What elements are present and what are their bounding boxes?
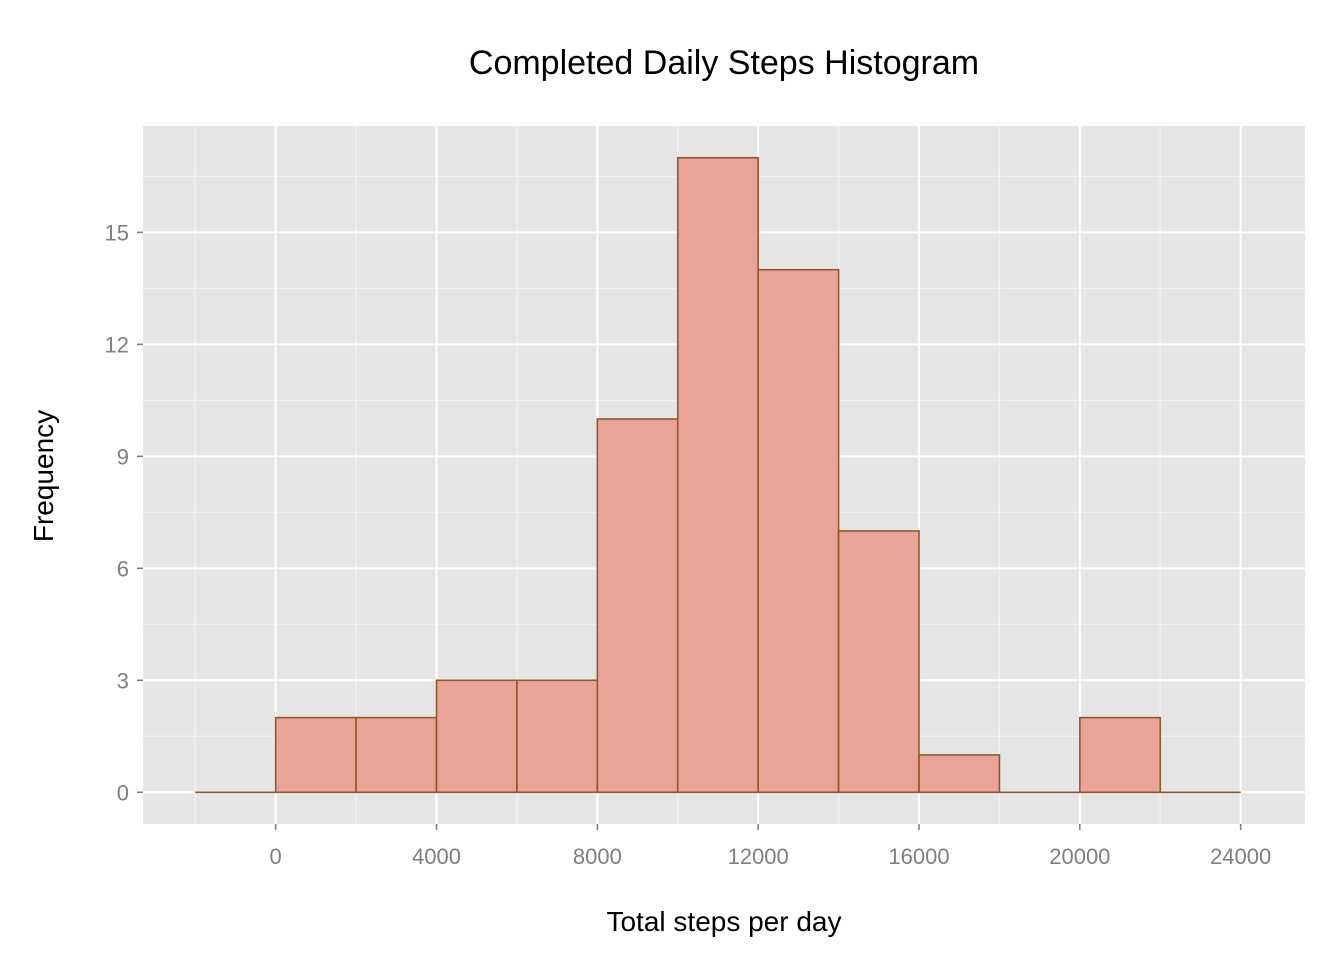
y-tick-label: 12 (105, 332, 129, 357)
x-tick-label: 24000 (1210, 844, 1271, 869)
histogram-bar (355, 716, 438, 794)
histogram-bar (837, 530, 920, 794)
y-tick-label: 3 (117, 668, 129, 693)
x-tick-label: 20000 (1049, 844, 1110, 869)
y-axis-ticks: 0 3 6 9 12 15 (105, 220, 143, 805)
x-tick-label: 4000 (412, 844, 461, 869)
y-tick-label: 15 (105, 220, 129, 245)
x-tick-label: 16000 (888, 844, 949, 869)
histogram-bar (757, 268, 840, 794)
histogram-bar (676, 156, 759, 794)
histogram-bar (516, 679, 599, 794)
histogram-bar (435, 679, 518, 794)
histogram-bar (1079, 716, 1162, 794)
y-tick-label: 6 (117, 556, 129, 581)
x-tick-label: 12000 (728, 844, 789, 869)
y-tick-label: 9 (117, 444, 129, 469)
histogram-bars (195, 156, 1241, 794)
chart-title: Completed Daily Steps Histogram (469, 44, 979, 82)
y-tick-label: 0 (117, 780, 129, 805)
histogram-bar (596, 418, 679, 794)
y-axis-title: Frequency (28, 410, 59, 542)
histogram-bar (274, 716, 357, 794)
x-axis-title: Total steps per day (606, 906, 841, 937)
x-tick-label: 0 (270, 844, 282, 869)
x-tick-label: 8000 (573, 844, 622, 869)
histogram-bar (918, 754, 1001, 794)
x-axis-ticks: 0 4000 8000 12000 16000 20000 24000 (270, 824, 1271, 869)
